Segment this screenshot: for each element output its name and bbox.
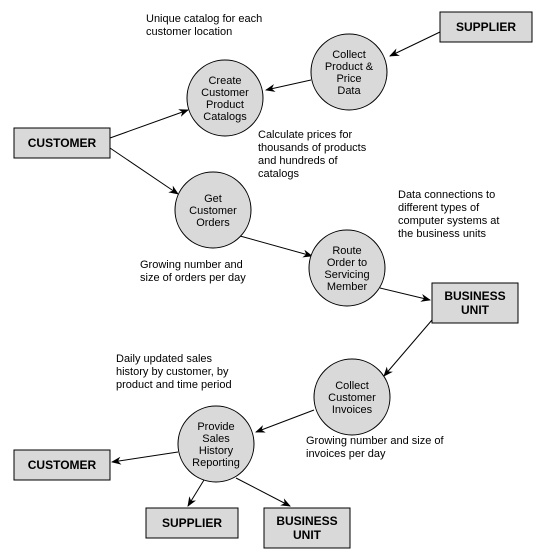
text-label: Data connections todifferent types ofcom… xyxy=(398,189,499,240)
text-label: ProvideSalesHistoryReporting xyxy=(192,421,240,469)
edge-customer_left xyxy=(110,110,188,138)
rect-node-customer_bot: CUSTOMER xyxy=(14,450,110,480)
flowchart-canvas: SUPPLIER CUSTOMER BUSINESSUNIT CUSTOMER SUPP… xyxy=(0,0,549,556)
annotation-ann_calculate: Calculate prices forthousands of product… xyxy=(258,129,367,180)
circle-node-route_order: RouteOrder toServicingMember xyxy=(309,230,385,306)
rect-nodes-layer: SUPPLIER CUSTOMER BUSINESSUNIT CUSTOMER SUPP… xyxy=(14,12,532,548)
circle-nodes-layer: CreateCustomerProductCatalogs CollectProd… xyxy=(175,34,390,482)
text-label: Growing number andsize of orders per day xyxy=(140,259,246,284)
edge-collect_product xyxy=(266,80,311,90)
edge-provide_sales xyxy=(188,480,204,506)
annotations-layer: Unique catalog for eachcustomer location… xyxy=(116,13,499,460)
text-label: Unique catalog for eachcustomer location xyxy=(146,13,262,38)
annotation-ann_growing_orders: Growing number andsize of orders per day xyxy=(140,259,246,284)
circle-node-get_orders: GetCustomerOrders xyxy=(175,172,251,248)
edge-collect_invoices xyxy=(256,410,314,432)
edge-supplier_top xyxy=(390,32,440,56)
text-label: SUPPLIER xyxy=(162,516,222,530)
edge-business_unit xyxy=(384,320,432,376)
circle-node-provide_sales: ProvideSalesHistoryReporting xyxy=(178,406,254,482)
edge-route_order xyxy=(380,288,430,300)
text-label: SUPPLIER xyxy=(456,20,516,34)
circle-node-create_catalogs: CreateCustomerProductCatalogs xyxy=(187,60,263,136)
rect-node-supplier_top: SUPPLIER xyxy=(440,12,532,42)
text-label: CUSTOMER xyxy=(28,136,97,150)
circle-node-collect_invoices: CollectCustomerInvoices xyxy=(314,359,390,435)
rect-node-customer_left: CUSTOMER xyxy=(14,128,110,158)
edge-get_orders xyxy=(240,236,312,256)
annotation-ann_catalog: Unique catalog for eachcustomer location xyxy=(146,13,262,38)
edge-provide_sales xyxy=(236,478,290,506)
circle-node-collect_product: CollectProduct &PriceData xyxy=(311,34,387,110)
text-label: Growing number and size ofinvoices per d… xyxy=(306,435,445,460)
edge-customer_left xyxy=(110,148,178,194)
rect-node-business_unit: BUSINESSUNIT xyxy=(432,283,518,323)
rect-node-business_bot: BUSINESSUNIT xyxy=(264,508,350,548)
annotation-ann_dataconn: Data connections todifferent types ofcom… xyxy=(398,189,499,240)
edge-provide_sales xyxy=(112,452,178,462)
rect-node-supplier_bot: SUPPLIER xyxy=(146,508,238,538)
text-label: CUSTOMER xyxy=(28,458,97,472)
text-label: Daily updated saleshistory by customer, … xyxy=(116,353,232,391)
annotation-ann_growing_inv: Growing number and size ofinvoices per d… xyxy=(306,435,445,460)
annotation-ann_daily: Daily updated saleshistory by customer, … xyxy=(116,353,232,391)
text-label: Calculate prices forthousands of product… xyxy=(258,129,367,180)
